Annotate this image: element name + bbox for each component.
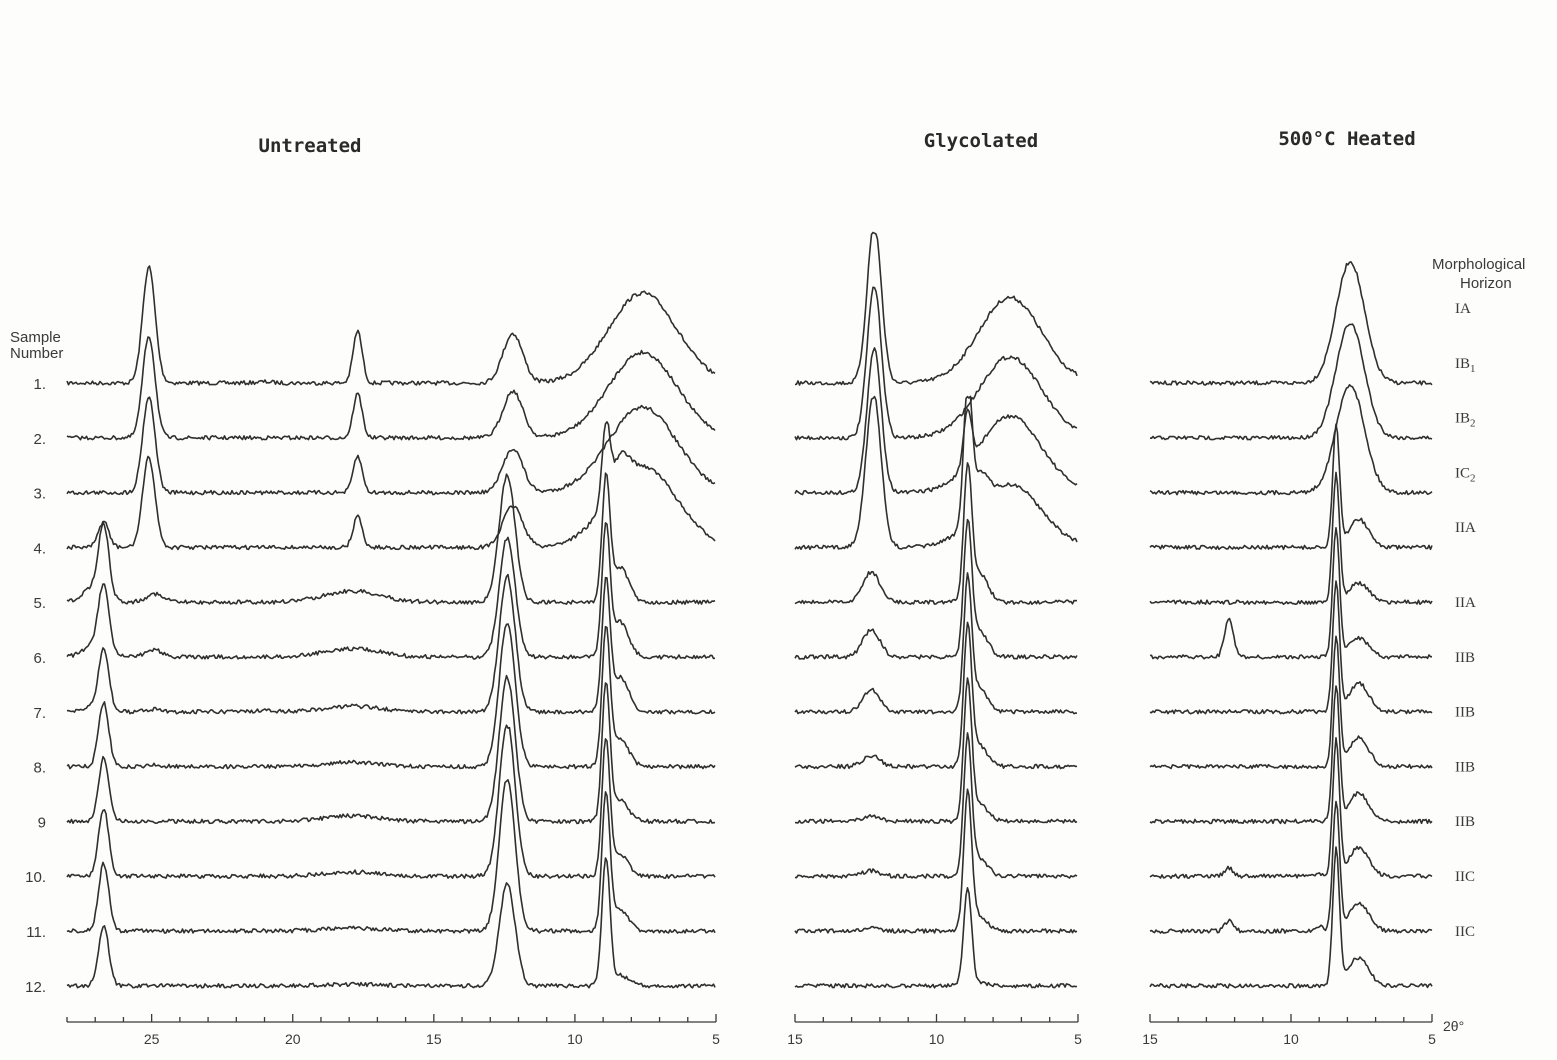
trace-sample-4-panel-3 (1149, 423, 1433, 551)
trace-sample-5-panel-3 (1149, 471, 1433, 605)
panel-title-untreated: Untreated (259, 135, 362, 157)
tick-label-25-panel-1: 25 (144, 1031, 160, 1047)
trace-sample-11-panel-3 (1149, 800, 1433, 934)
horizon-label-1: IA (1455, 301, 1471, 317)
sample-number-8: 8. (33, 760, 46, 777)
trace-sample-1-panel-1 (66, 265, 716, 386)
sample-heading-line1: Sample (10, 329, 61, 346)
trace-sample-12-panel-2 (794, 887, 1078, 989)
trace-sample-2-panel-2 (794, 286, 1078, 441)
horizon-label-3: IB2 (1455, 411, 1476, 430)
panel-title-glycolated: Glycolated (924, 130, 1038, 152)
trace-sample-8-panel-3 (1149, 635, 1433, 770)
horizon-label-11: IIC (1455, 869, 1475, 885)
sample-number-4: 4. (33, 540, 46, 557)
tick-label-10-panel-1: 10 (567, 1031, 583, 1047)
trace-sample-3-panel-2 (794, 347, 1078, 496)
horizon-label-2: IB1 (1455, 356, 1476, 375)
sample-number-9: 9 (38, 814, 46, 831)
horizon-label-6: IIA (1455, 595, 1476, 611)
sample-number-5: 5. (33, 595, 46, 612)
trace-sample-6-panel-1 (66, 522, 716, 660)
trace-sample-1-panel-3 (1149, 261, 1433, 386)
trace-sample-8-panel-1 (66, 623, 716, 770)
horizon-label-10: IIB (1455, 814, 1475, 830)
trace-sample-4-panel-2 (794, 395, 1078, 551)
horizon-label-5: IIA (1455, 520, 1476, 536)
horizon-label-12: IIC (1455, 924, 1475, 940)
trace-sample-7-panel-1 (66, 573, 716, 715)
horizon-heading-line1: Morphological (1432, 256, 1525, 273)
trace-sample-5-panel-1 (66, 472, 716, 605)
sample-number-10: 10. (25, 869, 46, 886)
tick-label-10-panel-3: 10 (1283, 1031, 1299, 1047)
tick-label-15-panel-3: 15 (1142, 1031, 1158, 1047)
sample-number-11: 11. (26, 924, 46, 941)
sample-number-7: 7. (33, 705, 46, 722)
horizon-heading-line2: Horizon (1460, 275, 1512, 292)
sample-number-labels: 1. 2. 3. 4. 5. 6. 7. 8. 9 10. 11. 12. (25, 376, 46, 996)
tick-label-5-panel-3: 5 (1428, 1031, 1436, 1047)
trace-sample-10-panel-1 (66, 724, 716, 879)
diffraction-traces (66, 231, 1433, 989)
trace-sample-6-panel-3 (1149, 527, 1432, 660)
sample-heading-line2: Number (10, 345, 63, 362)
horizon-heading: Morphological Horizon (1432, 256, 1525, 292)
trace-sample-3-panel-3 (1149, 384, 1433, 496)
sample-number-2: 2. (33, 431, 46, 448)
two-theta-axes: 25 20 15 10 5 15 10 5 15 10 5 (66, 1014, 1436, 1047)
horizon-labels: IA IB1 IB2 IC2 IIA IIA IIB IIB IIB IIB IIC IIC (1455, 301, 1476, 940)
horizon-label-9: IIB (1455, 759, 1475, 775)
trace-sample-1-panel-2 (794, 231, 1078, 386)
trace-sample-12-panel-1 (66, 857, 716, 989)
trace-sample-7-panel-3 (1149, 580, 1433, 715)
tick-label-5-panel-1: 5 (712, 1031, 720, 1047)
trace-sample-4-panel-1 (66, 421, 716, 551)
trace-sample-11-panel-1 (66, 779, 716, 934)
tick-label-15-panel-1: 15 (426, 1031, 442, 1047)
trace-sample-10-panel-2 (794, 732, 1078, 879)
tick-label-10-panel-2: 10 (929, 1031, 945, 1047)
trace-sample-5-panel-2 (794, 462, 1078, 605)
horizon-label-7: IIB (1455, 650, 1475, 666)
sample-number-6: 6. (33, 650, 46, 667)
panel-titles: Untreated Glycolated 500°C Heated (259, 128, 1416, 157)
panel-title-heated: 500°C Heated (1278, 128, 1415, 150)
sample-number-3: 3. (33, 486, 46, 503)
sample-number-1: 1. (33, 376, 46, 393)
sample-heading: Sample Number (10, 329, 63, 362)
horizon-label-4: IC2 (1455, 465, 1476, 484)
tick-label-20-panel-1: 20 (285, 1031, 301, 1047)
tick-label-15-panel-2: 15 (787, 1031, 803, 1047)
trace-sample-6-panel-2 (794, 518, 1078, 660)
trace-sample-10-panel-3 (1149, 737, 1433, 879)
horizon-label-8: IIB (1455, 705, 1475, 721)
sample-number-12: 12. (25, 979, 46, 996)
axis-unit-label: 2θ° (1443, 1018, 1464, 1034)
trace-sample-11-panel-2 (794, 788, 1078, 934)
trace-sample-9-panel-2 (794, 677, 1078, 825)
trace-sample-9-panel-1 (66, 674, 716, 825)
tick-label-5-panel-2: 5 (1074, 1031, 1082, 1047)
trace-sample-2-panel-3 (1149, 323, 1433, 441)
trace-sample-9-panel-3 (1149, 685, 1433, 825)
trace-sample-7-panel-2 (794, 572, 1078, 715)
trace-sample-12-panel-3 (1149, 846, 1433, 989)
trace-sample-2-panel-1 (66, 336, 716, 441)
trace-sample-3-panel-1 (66, 396, 716, 496)
trace-sample-8-panel-2 (794, 621, 1078, 770)
